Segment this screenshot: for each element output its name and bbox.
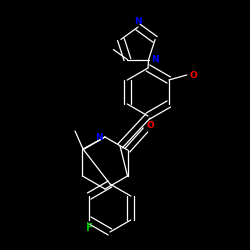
Text: O: O <box>190 70 198 80</box>
Text: O: O <box>147 122 154 130</box>
Text: F: F <box>86 223 93 233</box>
Text: N: N <box>134 16 142 26</box>
Text: N: N <box>151 55 158 64</box>
Text: N: N <box>95 132 103 141</box>
